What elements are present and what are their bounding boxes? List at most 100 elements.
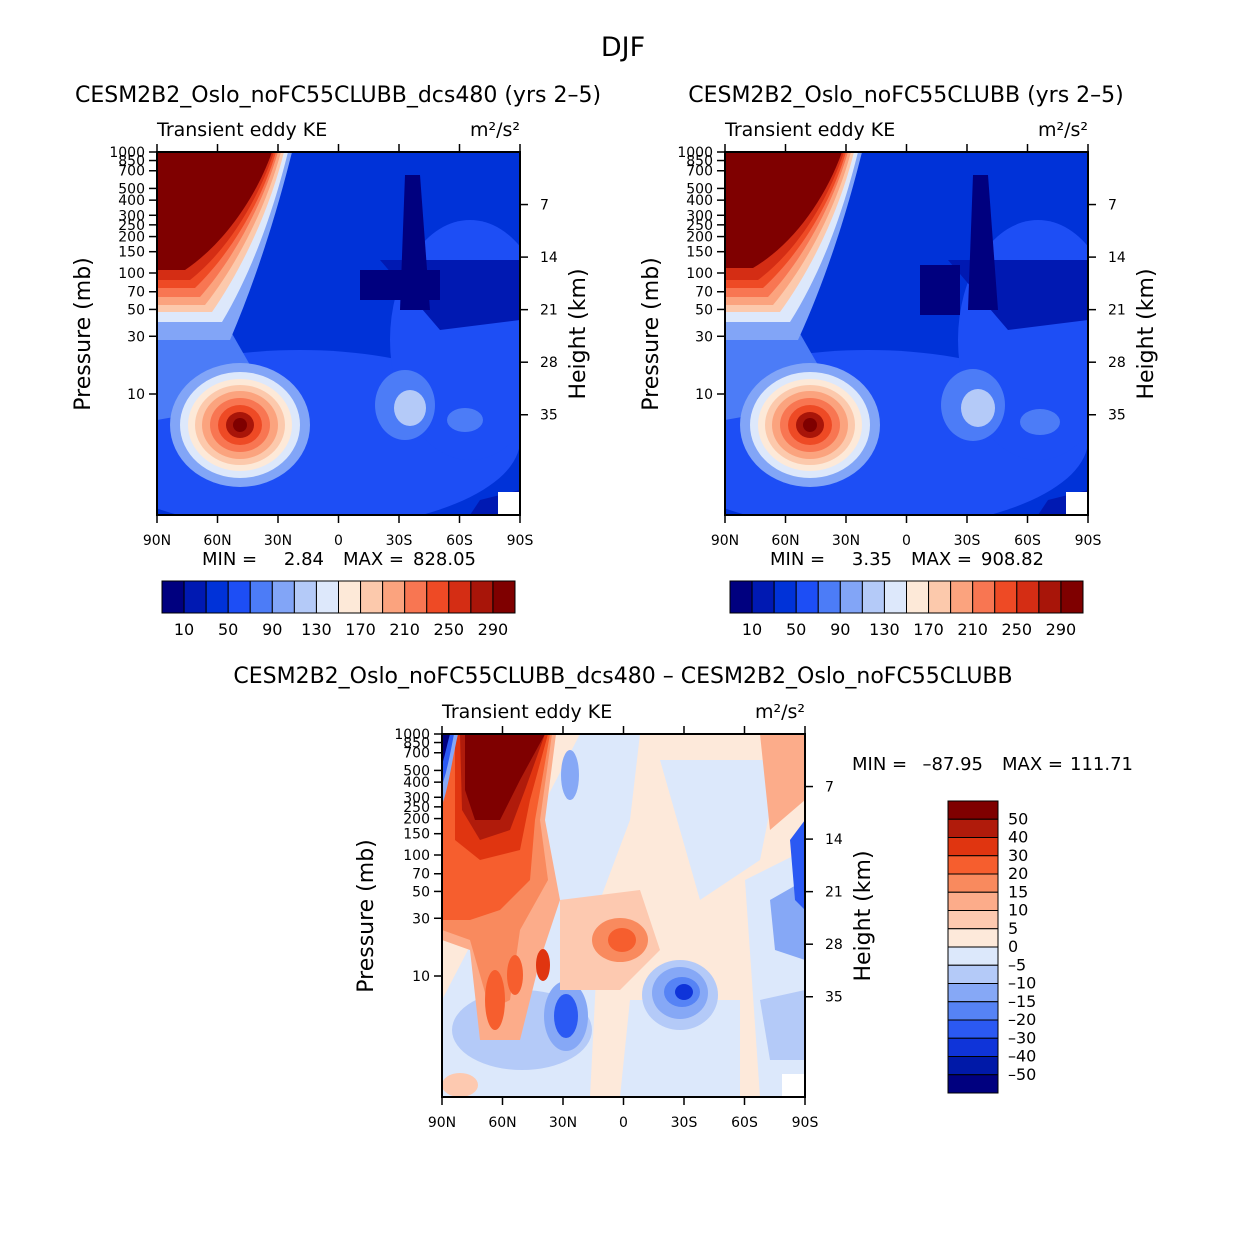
panel-b-y2tick-label: 35 [1108, 408, 1126, 424]
panel-b-ytick-label: 500 [686, 181, 713, 197]
panel-b-xtick-label: 0 [902, 533, 911, 549]
panel-c-y2tick-label: 21 [825, 885, 843, 901]
panel-c-xtick-label: 30N [549, 1115, 577, 1131]
panel-b-colorbar-box [729, 580, 753, 614]
panel-b-ytick-label: 400 [686, 193, 713, 209]
panel-a-xtick-label: 30S [386, 533, 413, 549]
panel-c-y2tick-label: 28 [825, 937, 843, 953]
panel-b-plot [725, 152, 1088, 515]
panel-a-colorbar-label: 130 [301, 620, 332, 639]
panel-b-xtick-label: 90N [711, 533, 739, 549]
panel-b-max-value: 908.82 [981, 549, 1044, 570]
panel-b-colorbar-label: 170 [913, 620, 944, 639]
panel-b-ytick-label: 100 [686, 266, 713, 282]
panel-a-ylabel: Pressure (mb) [71, 257, 96, 411]
panel-c-y2tick-label: 35 [825, 990, 843, 1006]
panel-a-plot [157, 152, 520, 515]
panel-a-colorbar-label: 170 [345, 620, 376, 639]
panel-a-xtick-label: 30N [264, 533, 292, 549]
panel-c-colorbar-label: –10 [1008, 974, 1036, 993]
panel-a-colorbar-box [271, 580, 295, 614]
panel-a-colorbar-box [404, 580, 428, 614]
panel-b-colorbar-box [928, 580, 952, 614]
panel-b-ytick-label: 70 [695, 285, 713, 301]
panel-b-units: m²/s² [1038, 119, 1088, 141]
panel-c-colorbar-label: 30 [1008, 846, 1028, 865]
panel-b: CESM2B2_Oslo_noFC55CLUBB (yrs 2–5) Trans… [639, 83, 1159, 639]
panel-b-colorbar-box [1060, 580, 1084, 614]
panel-b-ytick-label: 300 [686, 208, 713, 224]
panel-c-colorbar-label: 40 [1008, 828, 1028, 847]
panel-c-xtick-label: 90N [428, 1115, 456, 1131]
panel-a-ytick-label: 200 [118, 230, 145, 246]
panel-c-colorbar-box [947, 983, 999, 1003]
panel-c-xtick-label: 60N [488, 1115, 516, 1131]
panel-c-y2tick-label: 14 [825, 832, 843, 848]
panel-a-colorbar-label: 250 [434, 620, 465, 639]
panel-a-colorbar-box [205, 580, 229, 614]
panel-a-y2tick-label: 28 [540, 355, 558, 371]
panel-b-ylabel: Pressure (mb) [639, 257, 664, 411]
panel-c-units: m²/s² [755, 701, 805, 723]
panel-a-colorbar-box [492, 580, 516, 614]
panel-c-plot [442, 734, 805, 1097]
panel-a-xtick-label: 90S [507, 533, 534, 549]
panel-c-axes: 90N 60N 30N 0 30S 60S 90S103050701001502002503… [394, 726, 843, 1131]
panel-a-min-label: MIN = [202, 549, 257, 570]
panel-c-ytick-label: 70 [412, 867, 430, 883]
panel-c-colorbar-box [947, 800, 999, 820]
panel-a-colorbar-label: 90 [262, 620, 282, 639]
panel-c-max-value: 111.71 [1070, 754, 1133, 775]
panel-a-colorbar-box [161, 580, 185, 614]
panel-b-colorbar-label: 290 [1046, 620, 1077, 639]
panel-b-xtick-label: 60S [1014, 533, 1041, 549]
panel-b-y2tick-label: 21 [1108, 303, 1126, 319]
panel-a-y2tick-label: 35 [540, 408, 558, 424]
panel-b-axes: 90N 60N 30N 0 30S 60S 90S103050701001502002503… [677, 144, 1126, 549]
panel-c-title: CESM2B2_Oslo_noFC55CLUBB_dcs480 – CESM2B… [233, 664, 1012, 689]
panel-b-colorbar-label: 130 [869, 620, 900, 639]
panel-c-ytick-label: 400 [403, 775, 430, 791]
panel-c-ytick-label: 500 [403, 763, 430, 779]
panel-b-xtick-label: 90S [1075, 533, 1102, 549]
panel-c-colorbar-label: –50 [1008, 1065, 1036, 1084]
panel-b-colorbar: 10 50 90 130 170 210 250 290 [729, 580, 1084, 639]
panel-c-ytick-label: 30 [412, 911, 430, 927]
panel-c-colorbar-label: –15 [1008, 992, 1036, 1011]
panel-c-colorbar-label: 15 [1008, 882, 1028, 901]
panel-b-colorbar-label: 250 [1002, 620, 1033, 639]
panel-b-colorbar-label: 90 [830, 620, 850, 639]
panel-c-colorbar-box [947, 910, 999, 930]
panel-a-ytick-label: 300 [118, 208, 145, 224]
panel-a-min-value: 2.84 [284, 549, 324, 570]
panel-a: CESM2B2_Oslo_noFC55CLUBB_dcs480 (yrs 2–5… [71, 83, 601, 639]
panel-a-colorbar-box [315, 580, 339, 614]
panel-b-colorbar-box [839, 580, 863, 614]
panel-c-colorbar-box [947, 1001, 999, 1021]
panel-c-colorbar-label: 50 [1008, 809, 1028, 828]
panel-a-max-label: MAX = [343, 549, 404, 570]
panel-c-ytick-label: 300 [403, 790, 430, 806]
panel-a-colorbar-box [360, 580, 384, 614]
panel-c-colorbar-box [947, 964, 999, 984]
panel-a-ytick-label: 500 [118, 181, 145, 197]
panel-a-xtick-label: 90N [143, 533, 171, 549]
panel-a-colorbar-box [470, 580, 494, 614]
panel-a-ytick-label: 10 [127, 387, 145, 403]
panel-b-max-label: MAX = [911, 549, 972, 570]
panel-b-colorbar-box [795, 580, 819, 614]
panel-c-ytick-label: 250 [403, 800, 430, 816]
panel-c-ytick-label: 850 [403, 736, 430, 752]
panel-a-title: CESM2B2_Oslo_noFC55CLUBB_dcs480 (yrs 2–5… [75, 83, 601, 108]
panel-b-y2label: Height (km) [1134, 268, 1159, 399]
panel-c-colorbar-box [947, 837, 999, 857]
panel-a-xtick-label: 60S [446, 533, 473, 549]
panel-a-ytick-label: 700 [118, 164, 145, 180]
panel-c-min-label: MIN = [852, 754, 907, 775]
panel-a-colorbar-box [183, 580, 207, 614]
panel-b-xtick-label: 30S [954, 533, 981, 549]
panel-c-colorbar-box [947, 1037, 999, 1057]
panel-a-ytick-label: 150 [118, 245, 145, 261]
